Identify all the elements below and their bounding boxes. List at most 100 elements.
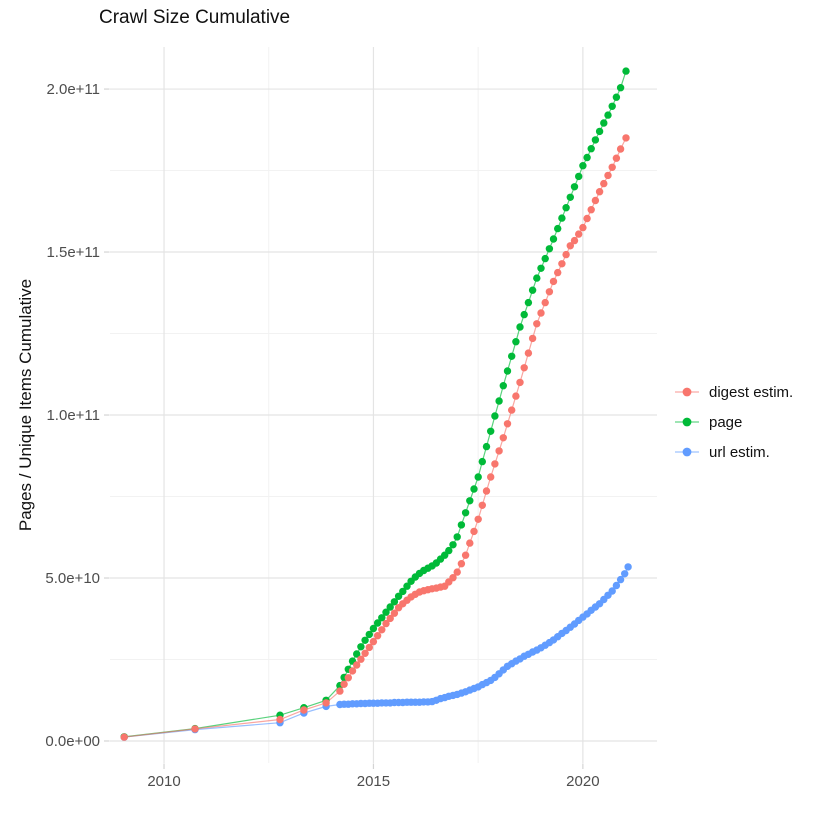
data-point-page <box>587 145 595 153</box>
legend-item-url: url estim. <box>674 437 793 467</box>
data-point-page <box>386 603 394 611</box>
y-tick-label: 0.0e+00 <box>45 733 100 750</box>
data-point-page <box>612 93 621 101</box>
data-point-digest-estim- <box>340 680 348 688</box>
data-point-page <box>545 245 554 253</box>
data-point-digest-estim- <box>353 661 361 669</box>
x-tick-label: 2015 <box>357 773 390 790</box>
data-point-page <box>390 598 399 606</box>
data-point-page <box>361 636 369 644</box>
data-point-digest-estim- <box>591 196 600 205</box>
legend-label-page: page <box>709 413 743 431</box>
data-point-digest-estim- <box>276 715 284 724</box>
data-point-url-estim- <box>616 575 625 584</box>
data-point-digest-estim- <box>524 349 533 357</box>
data-point-digest-estim- <box>554 268 562 277</box>
y-tick-label: 2.0e+11 <box>46 81 100 98</box>
data-point-digest-estim- <box>622 134 630 142</box>
data-point-digest-estim- <box>361 649 369 657</box>
data-point-page <box>558 214 566 222</box>
data-point-page <box>466 497 474 505</box>
data-point-digest-estim- <box>487 473 495 481</box>
data-point-page <box>549 235 558 243</box>
data-point-digest-estim- <box>604 171 612 180</box>
data-point-digest-estim- <box>373 632 382 640</box>
y-tick-label: 1.5e+11 <box>46 244 100 261</box>
data-point-url-estim- <box>608 587 616 595</box>
data-point-digest-estim- <box>336 687 344 695</box>
data-point-digest-estim- <box>566 242 574 250</box>
data-point-digest-estim- <box>457 560 466 568</box>
data-point-page <box>453 533 461 541</box>
legend-label-digest: digest estim. <box>709 383 794 401</box>
legend: digest estim. page url estim. <box>674 377 793 467</box>
data-point-page <box>616 84 625 92</box>
data-point-page <box>449 541 457 549</box>
data-point-digest-estim- <box>562 250 570 259</box>
data-point-page <box>403 582 411 590</box>
data-point-digest-estim- <box>570 236 579 245</box>
data-point-page <box>470 485 478 493</box>
data-point-page <box>575 172 583 181</box>
data-point-digest-estim- <box>558 260 566 268</box>
data-point-digest-estim- <box>503 420 512 428</box>
data-point-digest-estim- <box>587 206 595 214</box>
data-point-digest-estim- <box>600 179 608 188</box>
data-point-digest-estim- <box>495 447 503 455</box>
legend-label-url: url estim. <box>709 443 770 461</box>
data-point-page <box>478 457 486 466</box>
data-point-digest-estim- <box>474 515 482 523</box>
data-point-digest-estim- <box>449 574 457 582</box>
data-point-page <box>445 546 453 555</box>
legend-item-digest: digest estim. <box>674 377 793 407</box>
data-point-page <box>495 397 503 405</box>
data-point-page <box>566 193 574 201</box>
series-line-digest-estim- <box>124 137 627 738</box>
data-point-digest-estim- <box>482 487 491 495</box>
data-point-digest-estim- <box>528 334 537 343</box>
y-tick-label: 5.0e+10 <box>45 570 100 587</box>
data-point-page <box>600 119 608 127</box>
series-line-url-estim- <box>124 566 629 738</box>
data-point-digest-estim- <box>545 288 554 296</box>
data-point-digest-estim- <box>120 733 128 741</box>
legend-key-page-icon <box>675 417 699 427</box>
data-point-digest-estim- <box>541 298 549 307</box>
data-point-page <box>461 509 470 517</box>
x-tick-label: 2010 <box>147 773 180 790</box>
data-point-url-estim- <box>624 563 632 571</box>
data-point-page <box>399 587 407 596</box>
data-point-page <box>499 382 507 390</box>
data-point-page <box>516 323 524 331</box>
data-point-page <box>474 473 482 481</box>
data-point-digest-estim- <box>365 643 373 652</box>
data-point-page <box>524 298 533 307</box>
data-point-page <box>357 643 365 651</box>
data-point-url-estim- <box>612 581 621 590</box>
data-point-digest-estim- <box>300 706 308 714</box>
data-point-digest-estim- <box>512 392 520 400</box>
data-point-digest-estim- <box>382 619 390 628</box>
data-point-page <box>554 224 562 233</box>
data-point-digest-estim- <box>369 637 378 646</box>
data-point-page <box>537 264 545 272</box>
data-point-page <box>595 127 604 136</box>
data-point-digest-estim- <box>520 364 528 372</box>
y-axis-title: Pages / Unique Items Cumulative <box>16 278 35 532</box>
data-point-digest-estim- <box>478 501 486 509</box>
data-point-digest-estim- <box>616 145 625 153</box>
data-point-digest-estim- <box>322 699 330 707</box>
data-point-digest-estim- <box>595 188 604 196</box>
data-point-digest-estim- <box>461 551 470 559</box>
data-point-page <box>382 608 390 616</box>
data-point-page <box>533 274 541 282</box>
data-point-page <box>508 352 516 360</box>
data-point-page <box>365 630 373 639</box>
data-point-digest-estim- <box>470 527 478 536</box>
data-point-digest-estim- <box>612 154 621 162</box>
data-point-page <box>622 67 630 75</box>
x-tick-label: 2020 <box>566 773 599 790</box>
data-point-page <box>394 592 403 600</box>
data-point-page <box>491 412 499 420</box>
data-point-digest-estim- <box>508 406 516 414</box>
